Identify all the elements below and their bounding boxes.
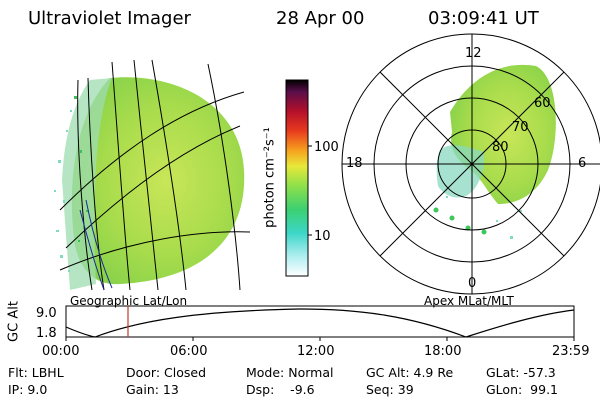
time-label: 03:09:41 UT (428, 8, 539, 29)
colorbar-label: photon cm⁻²s⁻¹ (262, 127, 278, 228)
altplot-xtick-3: 18:00 (424, 344, 462, 359)
seq-info: Seq: 39 (366, 382, 414, 397)
geographic-caption: Geographic Lat/Lon (70, 294, 188, 308)
altitude-plot (65, 305, 575, 341)
mlt-18-label: 18 (346, 156, 363, 171)
altplot-xtick-4: 23:59 (552, 344, 590, 359)
mlt-6-label: 6 (578, 156, 587, 171)
gcalt-info: GC Alt: 4.9 Re (366, 365, 454, 380)
geographic-image (54, 59, 250, 291)
altplot-xtick-1: 06:00 (170, 344, 208, 359)
lat-70-label: 70 (512, 120, 529, 135)
glon-info: GLon: 99.1 (486, 382, 558, 397)
altplot-xtick-2: 12:00 (297, 344, 335, 359)
mlt-12-label: 12 (465, 46, 482, 61)
filter-info: Flt: LBHL (8, 365, 64, 380)
mode-info: Mode: Normal (246, 365, 334, 380)
date-label: 28 Apr 00 (276, 8, 365, 29)
glat-info: GLat: -57.3 (486, 365, 556, 380)
gain-info: Gain: 13 (126, 382, 179, 397)
apex-caption: Apex MLat/MLT (424, 294, 514, 308)
lat-60-label: 60 (534, 96, 551, 111)
colorbar-tick-100: 100 (314, 140, 339, 155)
polar-plot (341, 33, 600, 295)
altplot-y-hi: 9.0 (36, 306, 57, 321)
lat-80-label: 80 (492, 140, 509, 155)
door-info: Door: Closed (126, 365, 207, 380)
altplot-xtick-0: 00:00 (42, 344, 80, 359)
app-title: Ultraviolet Imager (28, 8, 191, 29)
dsp-info: Dsp: -9.6 (246, 382, 315, 397)
colorbar (285, 79, 309, 277)
colorbar-tick-10: 10 (314, 229, 331, 244)
altplot-ylabel: GC Alt (6, 301, 22, 342)
altplot-y-lo: 1.8 (36, 326, 57, 341)
mlt-0-label: 0 (468, 276, 477, 291)
ip-info: IP: 9.0 (8, 382, 48, 397)
